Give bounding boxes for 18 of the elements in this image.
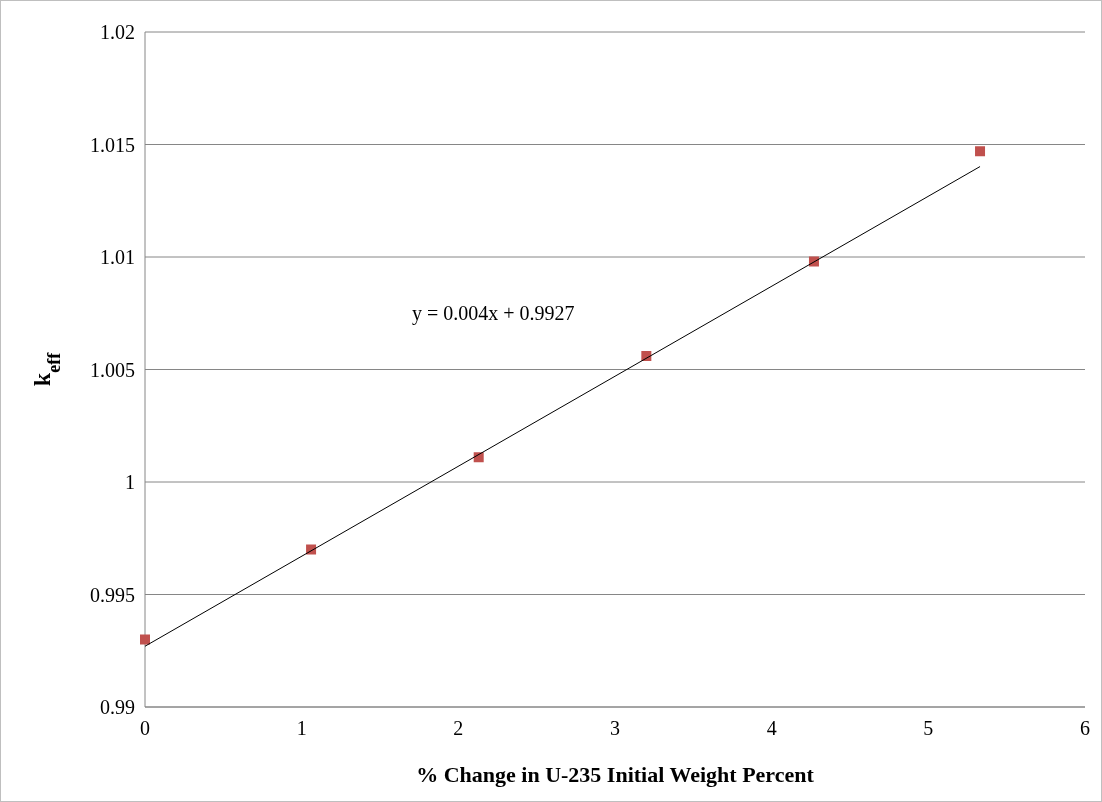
y-tick-label: 1.005	[90, 358, 135, 381]
point	[140, 634, 150, 645]
y-tick-label: 1.02	[100, 21, 135, 43]
y-tick-label: 0.995	[90, 583, 135, 606]
annotation: y = 0.004x + 0.9927	[412, 302, 575, 325]
x-tick-label: 2	[453, 717, 464, 739]
y-tick-label: 0.99	[100, 696, 135, 718]
x-tick-label: 6	[1080, 717, 1090, 739]
x-tick-label: 1	[296, 717, 307, 739]
y-tick-label: 1.01	[100, 246, 135, 268]
x-axis-title: % Change in U-235 Initial Weight Percent	[416, 762, 815, 787]
y-tick-label: 1.015	[90, 133, 135, 156]
x-tick-label: 5	[923, 717, 934, 739]
x-tick-label: 3	[610, 717, 620, 739]
y-tick-label: 1	[125, 471, 135, 493]
point	[975, 146, 986, 157]
x-tick-label: 4	[766, 717, 777, 739]
x-tick-label: 0	[140, 717, 150, 739]
